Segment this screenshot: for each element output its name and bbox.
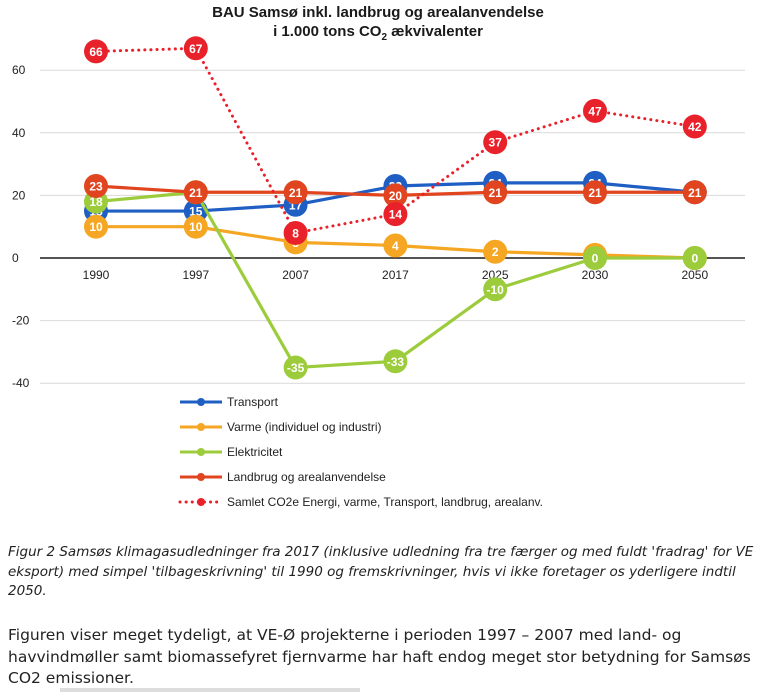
data-point-marker — [682, 246, 707, 270]
legend-swatch-marker — [197, 448, 205, 456]
data-point-marker — [583, 246, 607, 270]
data-label: 0 — [592, 252, 599, 266]
data-point-marker — [183, 214, 208, 239]
data-point-marker — [483, 277, 508, 302]
data-point-marker — [583, 180, 607, 205]
data-point-marker — [483, 239, 508, 264]
data-label: 67 — [189, 42, 203, 56]
x-tick-label: 2017 — [382, 268, 409, 282]
chart-title-line2: i 1.000 tons CO2 ækvivalenter — [273, 23, 483, 43]
x-tick-label: 1990 — [83, 268, 110, 282]
data-point-marker — [483, 180, 508, 205]
data-point-marker — [383, 183, 408, 208]
series-3: 23 21 21 20 21 21 21 — [84, 174, 707, 208]
legend-item-3: Landbrug og arealanvendelse — [180, 470, 386, 484]
legend-layer: Transport Varme (individuel og industri) E… — [178, 395, 543, 509]
data-label: 4 — [392, 239, 399, 253]
y-tick-label: 40 — [12, 126, 26, 140]
legend-item-2: Elektricitet — [180, 445, 283, 459]
data-label: 21 — [189, 186, 203, 200]
y-tick-label: 60 — [12, 63, 26, 77]
data-label: -35 — [287, 361, 305, 375]
cut-off-text-line — [60, 686, 360, 692]
data-point-marker — [84, 39, 108, 64]
data-point-marker — [483, 130, 508, 155]
data-point-marker — [383, 233, 408, 258]
data-point-marker — [84, 214, 108, 239]
chart-title-line1: BAU Samsø inkl. landbrug og arealanvende… — [212, 4, 544, 21]
data-label: 18 — [89, 195, 103, 209]
data-label: 21 — [588, 186, 602, 200]
data-label: 37 — [489, 136, 503, 150]
legend-item-1: Varme (individuel og industri) — [180, 420, 382, 434]
legend-swatch-marker — [197, 423, 205, 431]
data-label: 10 — [189, 220, 203, 234]
data-label: 42 — [688, 120, 702, 134]
legend-label: Transport — [227, 395, 279, 409]
body-paragraph: Figuren viser meget tydeligt, at VE-Ø pr… — [8, 626, 751, 687]
y-tick-label: -40 — [12, 376, 30, 390]
data-label: 10 — [89, 220, 103, 234]
figure-caption: Figur 2 Samsøs klimagasudledninger fra 2… — [8, 544, 754, 599]
data-point-marker — [283, 220, 308, 245]
legend-swatch-marker — [197, 473, 205, 481]
data-label: 0 — [691, 252, 698, 266]
data-point-marker — [583, 98, 607, 123]
chart-svg: BAU Samsø inkl. landbrug og arealanvende… — [12, 4, 745, 509]
data-point-marker — [283, 355, 308, 380]
x-tick-label: 2030 — [582, 268, 609, 282]
legend-label: Samlet CO2e Energi, varme, Transport, la… — [227, 495, 543, 509]
data-label: -33 — [387, 355, 405, 369]
legend-label: Landbrug og arealanvendelse — [227, 470, 386, 484]
x-tick-label: 1997 — [182, 268, 209, 282]
data-label: 23 — [89, 180, 103, 194]
data-point-marker — [383, 349, 408, 374]
series-4: 66 67 8 14 37 47 42 — [84, 36, 707, 245]
data-point-marker — [84, 174, 108, 199]
chart-panel: BAU Samsø inkl. landbrug og arealanvende… — [12, 4, 745, 509]
legend-label: Varme (individuel og industri) — [227, 420, 382, 434]
data-label: 21 — [489, 186, 503, 200]
legend-swatch-marker — [197, 498, 205, 506]
y-tick-label: 0 — [12, 251, 19, 265]
x-tick-label: 2050 — [681, 268, 708, 282]
data-point-marker — [283, 180, 308, 205]
legend-label: Elektricitet — [227, 445, 283, 459]
series-layer: 151517232424211010542101821-35-33-100023… — [84, 36, 707, 380]
data-label: 14 — [389, 208, 403, 222]
data-point-marker — [383, 202, 408, 227]
data-point-marker — [183, 180, 208, 205]
data-label: 20 — [389, 189, 403, 203]
x-tick-label: 2007 — [282, 268, 309, 282]
data-label: 66 — [89, 45, 103, 59]
x-tick-label: 2025 — [482, 268, 509, 282]
legend-item-0: Transport — [180, 395, 279, 409]
y-tick-label: 20 — [12, 188, 26, 202]
data-label: 21 — [289, 186, 303, 200]
legend-swatch-marker — [197, 398, 205, 406]
y-tick-label: -20 — [12, 314, 30, 328]
data-point-marker — [183, 36, 208, 61]
data-label: 15 — [189, 205, 203, 219]
legend-item-4: Samlet CO2e Energi, varme, Transport, la… — [178, 495, 543, 509]
data-label: 21 — [688, 186, 702, 200]
data-point-marker — [682, 180, 707, 205]
data-label: -10 — [487, 283, 505, 297]
data-label: 8 — [292, 226, 299, 240]
data-point-marker — [682, 114, 707, 139]
data-label: 2 — [492, 245, 499, 259]
data-label: 47 — [588, 104, 602, 118]
